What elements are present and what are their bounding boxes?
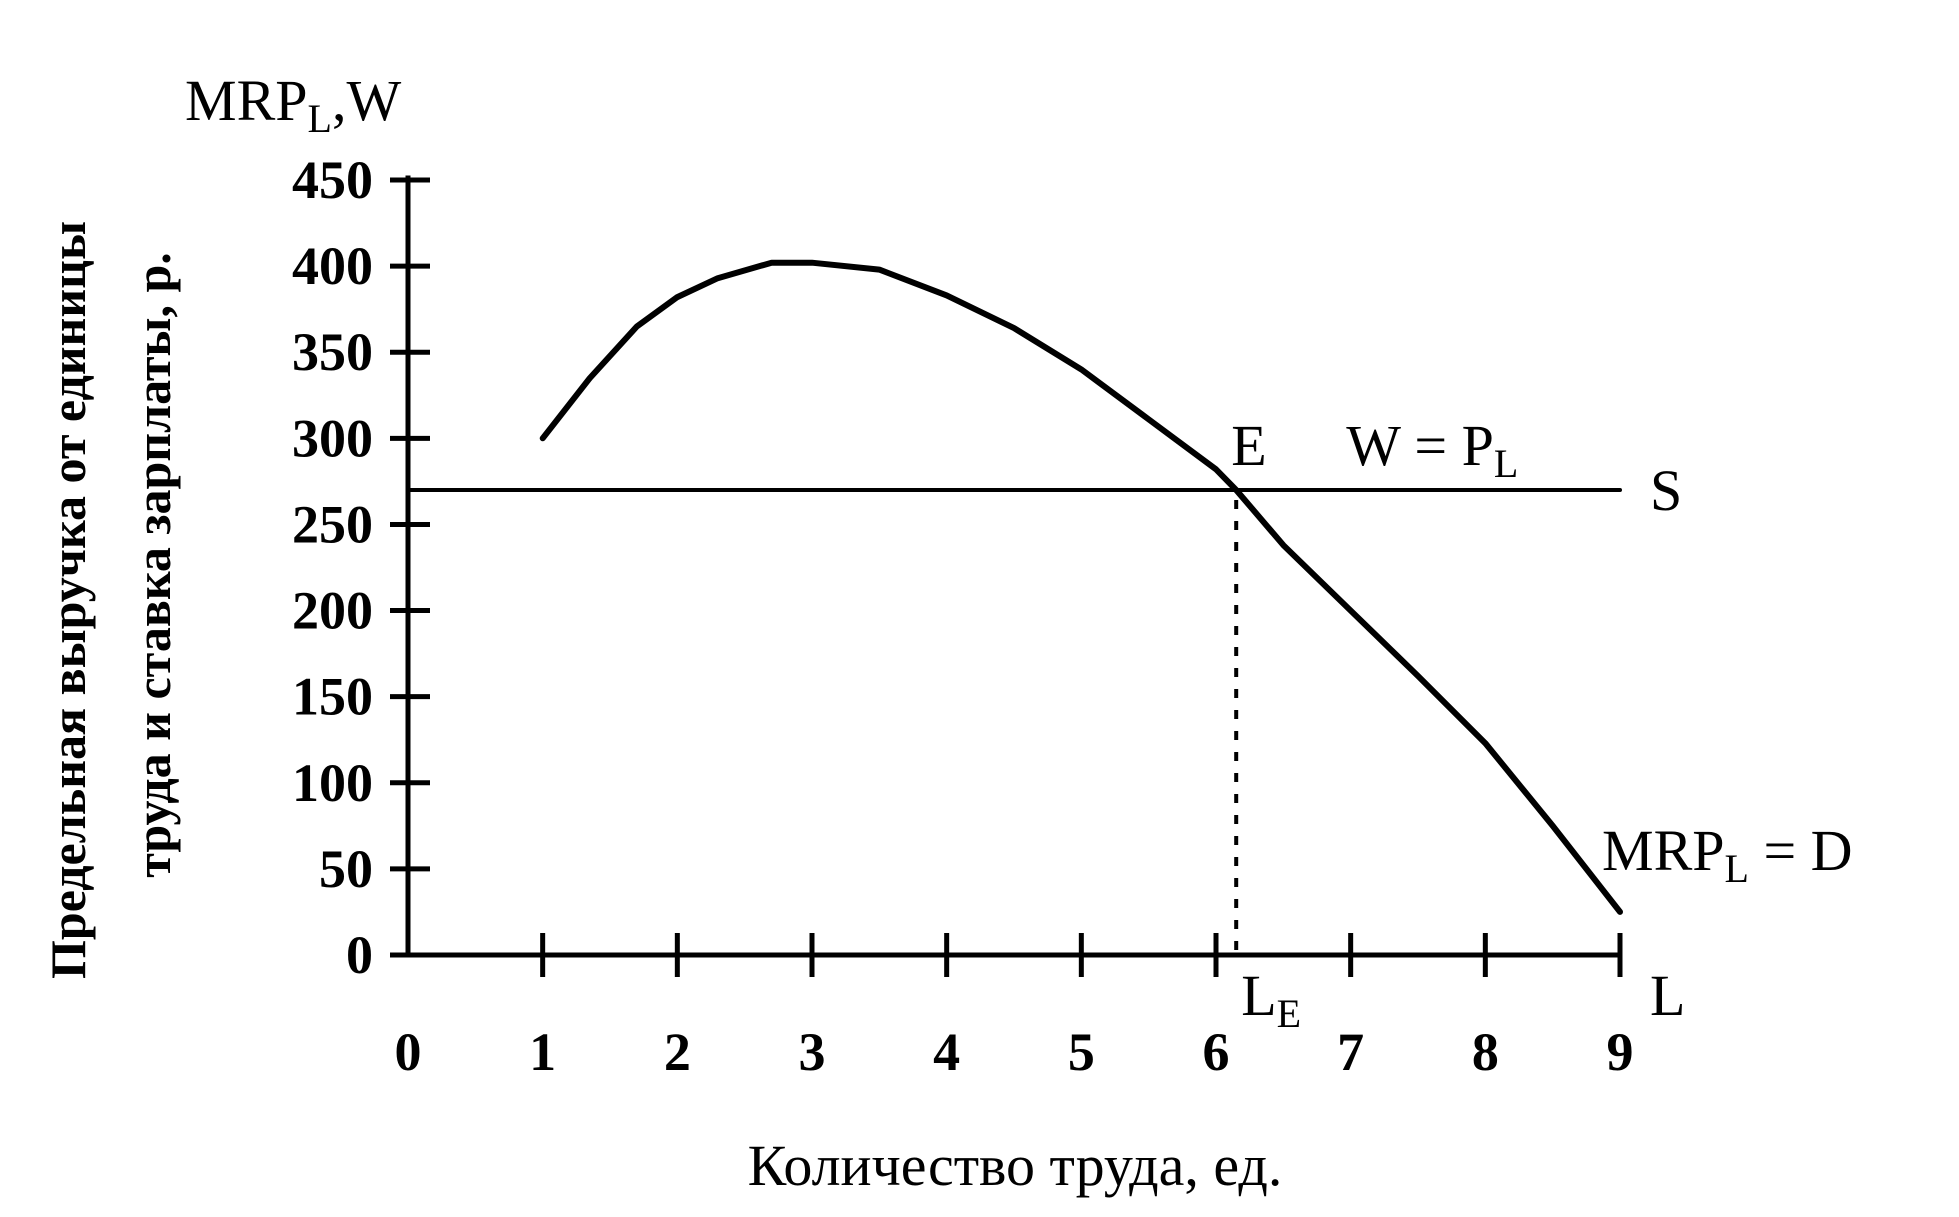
demand-label-main: MRP xyxy=(1602,818,1725,883)
x-tick-label: 0 xyxy=(395,1022,422,1082)
y-tick-label: 400 xyxy=(292,236,373,296)
y-axis-label-line2: труда и ставка зарплаты, р. xyxy=(125,252,181,878)
wage-label-main: W = P xyxy=(1346,413,1494,478)
y-tick-label: 50 xyxy=(319,839,373,899)
x-axis-label: Количество труда, ед. xyxy=(748,1133,1283,1198)
y-tick-label: 200 xyxy=(292,581,373,641)
le-label-sub: E xyxy=(1277,991,1301,1036)
x-axis-symbol: L xyxy=(1650,963,1685,1028)
le-label: LE xyxy=(1241,963,1301,1036)
demand-label-suffix: = D xyxy=(1749,818,1853,883)
y-axis-symbol-sub: L xyxy=(308,96,332,141)
y-tick-label: 250 xyxy=(292,494,373,554)
y-tick-label: 100 xyxy=(292,753,373,813)
series-layer xyxy=(406,259,1623,915)
y-axis-label-line1: Предельная выручка от единицы xyxy=(40,221,96,979)
supply-label: S xyxy=(1650,458,1682,523)
x-ticks: 0 1 2 3 4 5 6 7 8 9 xyxy=(395,933,1634,1082)
wage-label-sub: L xyxy=(1494,441,1518,486)
y-tick-label: 300 xyxy=(292,408,373,468)
x-tick-label: 9 xyxy=(1607,1022,1634,1082)
x-tick-label: 7 xyxy=(1337,1022,1364,1082)
x-tick-label: 6 xyxy=(1203,1022,1230,1082)
y-axis-symbol: MRPL,W xyxy=(185,68,401,141)
x-tick-label: 2 xyxy=(664,1022,691,1082)
le-label-main: L xyxy=(1241,963,1276,1028)
x-tick-label: 5 xyxy=(1068,1022,1095,1082)
y-tick-label: 350 xyxy=(292,322,373,382)
x-tick-label: 1 xyxy=(529,1022,556,1082)
y-tick-label: 450 xyxy=(292,150,373,210)
equilibrium-point-label: E xyxy=(1231,413,1266,478)
x-tick-label: 3 xyxy=(799,1022,826,1082)
demand-label: MRPL = D xyxy=(1602,818,1853,891)
wage-label: W = PL xyxy=(1346,413,1518,486)
x-tick-label: 4 xyxy=(933,1022,960,1082)
y-ticks: 0 50 100 150 200 250 300 350 400 450 xyxy=(292,150,430,985)
y-tick-label: 0 xyxy=(346,925,373,985)
demand-curve xyxy=(539,259,1623,915)
y-tick-label: 150 xyxy=(292,667,373,727)
y-axis-symbol-main: MRP xyxy=(185,68,308,133)
demand-label-sub: L xyxy=(1725,846,1749,891)
y-axis-symbol-suffix: ,W xyxy=(332,68,402,133)
x-tick-label: 8 xyxy=(1472,1022,1499,1082)
